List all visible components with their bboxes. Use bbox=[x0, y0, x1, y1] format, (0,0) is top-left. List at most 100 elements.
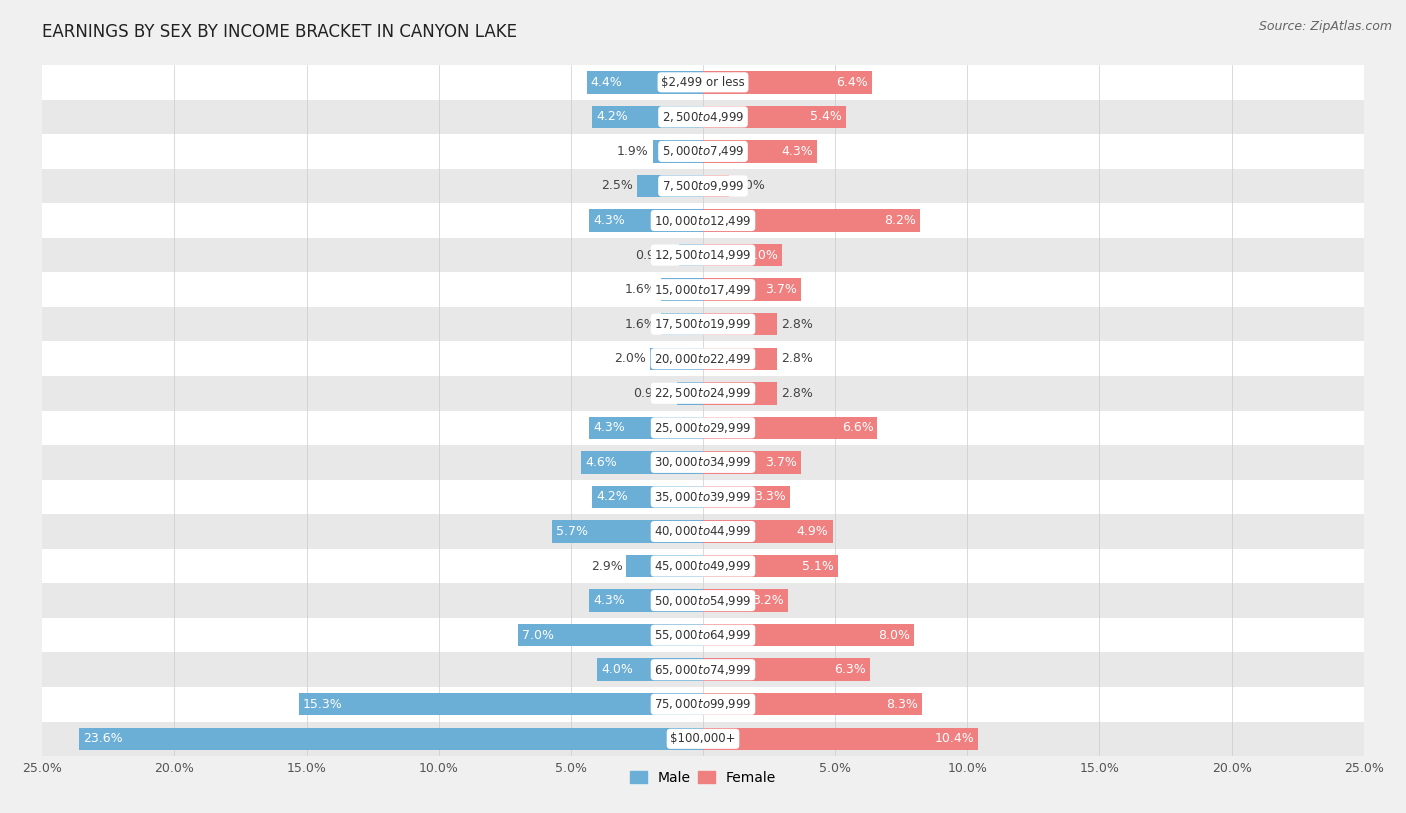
Bar bbox=[703, 106, 846, 128]
Text: $40,000 to $44,999: $40,000 to $44,999 bbox=[654, 524, 752, 538]
Bar bbox=[703, 659, 869, 681]
Bar bbox=[42, 272, 1364, 307]
Bar bbox=[703, 589, 787, 612]
Text: 4.6%: 4.6% bbox=[585, 456, 617, 469]
Text: $55,000 to $64,999: $55,000 to $64,999 bbox=[654, 628, 752, 642]
Text: 1.9%: 1.9% bbox=[617, 145, 648, 158]
Bar bbox=[298, 693, 703, 715]
Text: 4.2%: 4.2% bbox=[596, 490, 627, 503]
Text: 0.92%: 0.92% bbox=[636, 249, 675, 262]
Text: 1.6%: 1.6% bbox=[626, 283, 657, 296]
Text: 8.3%: 8.3% bbox=[887, 698, 918, 711]
Text: 4.9%: 4.9% bbox=[797, 525, 828, 538]
Text: 3.3%: 3.3% bbox=[755, 490, 786, 503]
Bar bbox=[42, 722, 1364, 756]
Text: 6.4%: 6.4% bbox=[837, 76, 868, 89]
Text: $5,000 to $7,499: $5,000 to $7,499 bbox=[662, 145, 744, 159]
Text: 5.1%: 5.1% bbox=[801, 559, 834, 572]
Bar bbox=[661, 278, 703, 301]
Text: $10,000 to $12,499: $10,000 to $12,499 bbox=[654, 214, 752, 228]
Bar bbox=[42, 341, 1364, 376]
Bar bbox=[589, 209, 703, 232]
Bar bbox=[42, 584, 1364, 618]
Bar bbox=[42, 203, 1364, 237]
Bar bbox=[703, 140, 817, 163]
Bar bbox=[652, 140, 703, 163]
Text: $65,000 to $74,999: $65,000 to $74,999 bbox=[654, 663, 752, 676]
Text: 4.4%: 4.4% bbox=[591, 76, 623, 89]
Bar bbox=[517, 624, 703, 646]
Bar bbox=[42, 446, 1364, 480]
Text: 2.5%: 2.5% bbox=[602, 180, 633, 193]
Bar bbox=[703, 209, 920, 232]
Text: Source: ZipAtlas.com: Source: ZipAtlas.com bbox=[1258, 20, 1392, 33]
Text: 2.0%: 2.0% bbox=[614, 352, 647, 365]
Bar bbox=[703, 244, 782, 267]
Text: 3.7%: 3.7% bbox=[765, 456, 797, 469]
Bar bbox=[703, 416, 877, 439]
Text: 4.3%: 4.3% bbox=[593, 421, 626, 434]
Text: 4.0%: 4.0% bbox=[602, 663, 633, 676]
Text: 2.8%: 2.8% bbox=[780, 352, 813, 365]
Bar bbox=[42, 411, 1364, 446]
Bar bbox=[637, 175, 703, 198]
Text: 4.3%: 4.3% bbox=[593, 594, 626, 607]
Bar bbox=[592, 106, 703, 128]
Text: $2,500 to $4,999: $2,500 to $4,999 bbox=[662, 110, 744, 124]
Bar bbox=[703, 624, 914, 646]
Text: $30,000 to $34,999: $30,000 to $34,999 bbox=[654, 455, 752, 469]
Bar bbox=[703, 71, 872, 93]
Bar bbox=[589, 416, 703, 439]
Text: 4.2%: 4.2% bbox=[596, 111, 627, 124]
Text: 1.0%: 1.0% bbox=[734, 180, 765, 193]
Text: 5.7%: 5.7% bbox=[557, 525, 588, 538]
Bar bbox=[42, 618, 1364, 652]
Text: $12,500 to $14,999: $12,500 to $14,999 bbox=[654, 248, 752, 262]
Bar bbox=[703, 175, 730, 198]
Bar bbox=[703, 485, 790, 508]
Text: $20,000 to $22,499: $20,000 to $22,499 bbox=[654, 352, 752, 366]
Text: 6.6%: 6.6% bbox=[842, 421, 873, 434]
Bar bbox=[589, 589, 703, 612]
Bar bbox=[679, 244, 703, 267]
Text: 2.9%: 2.9% bbox=[591, 559, 623, 572]
Text: 3.2%: 3.2% bbox=[752, 594, 783, 607]
Bar bbox=[703, 693, 922, 715]
Bar bbox=[42, 99, 1364, 134]
Legend: Male, Female: Male, Female bbox=[624, 766, 782, 790]
Text: 6.3%: 6.3% bbox=[834, 663, 866, 676]
Bar bbox=[79, 728, 703, 750]
Text: 2.8%: 2.8% bbox=[780, 318, 813, 331]
Bar bbox=[598, 659, 703, 681]
Text: $75,000 to $99,999: $75,000 to $99,999 bbox=[654, 698, 752, 711]
Bar bbox=[42, 65, 1364, 99]
Bar bbox=[586, 71, 703, 93]
Bar bbox=[42, 549, 1364, 584]
Bar bbox=[703, 728, 979, 750]
Text: 3.0%: 3.0% bbox=[747, 249, 779, 262]
Bar bbox=[703, 313, 778, 336]
Text: $100,000+: $100,000+ bbox=[671, 733, 735, 746]
Bar bbox=[42, 376, 1364, 411]
Text: 4.3%: 4.3% bbox=[593, 214, 626, 227]
Text: $50,000 to $54,999: $50,000 to $54,999 bbox=[654, 593, 752, 607]
Text: 0.97%: 0.97% bbox=[634, 387, 673, 400]
Bar bbox=[592, 485, 703, 508]
Text: 15.3%: 15.3% bbox=[302, 698, 342, 711]
Bar bbox=[703, 278, 801, 301]
Text: $17,500 to $19,999: $17,500 to $19,999 bbox=[654, 317, 752, 331]
Bar bbox=[661, 313, 703, 336]
Text: 8.2%: 8.2% bbox=[884, 214, 915, 227]
Text: $22,500 to $24,999: $22,500 to $24,999 bbox=[654, 386, 752, 400]
Text: 1.6%: 1.6% bbox=[626, 318, 657, 331]
Bar bbox=[42, 515, 1364, 549]
Text: 7.0%: 7.0% bbox=[522, 628, 554, 641]
Text: $15,000 to $17,499: $15,000 to $17,499 bbox=[654, 283, 752, 297]
Text: 5.4%: 5.4% bbox=[810, 111, 842, 124]
Bar bbox=[42, 134, 1364, 169]
Text: EARNINGS BY SEX BY INCOME BRACKET IN CANYON LAKE: EARNINGS BY SEX BY INCOME BRACKET IN CAN… bbox=[42, 23, 517, 41]
Bar bbox=[703, 520, 832, 543]
Bar bbox=[703, 554, 838, 577]
Bar bbox=[553, 520, 703, 543]
Bar bbox=[703, 347, 778, 370]
